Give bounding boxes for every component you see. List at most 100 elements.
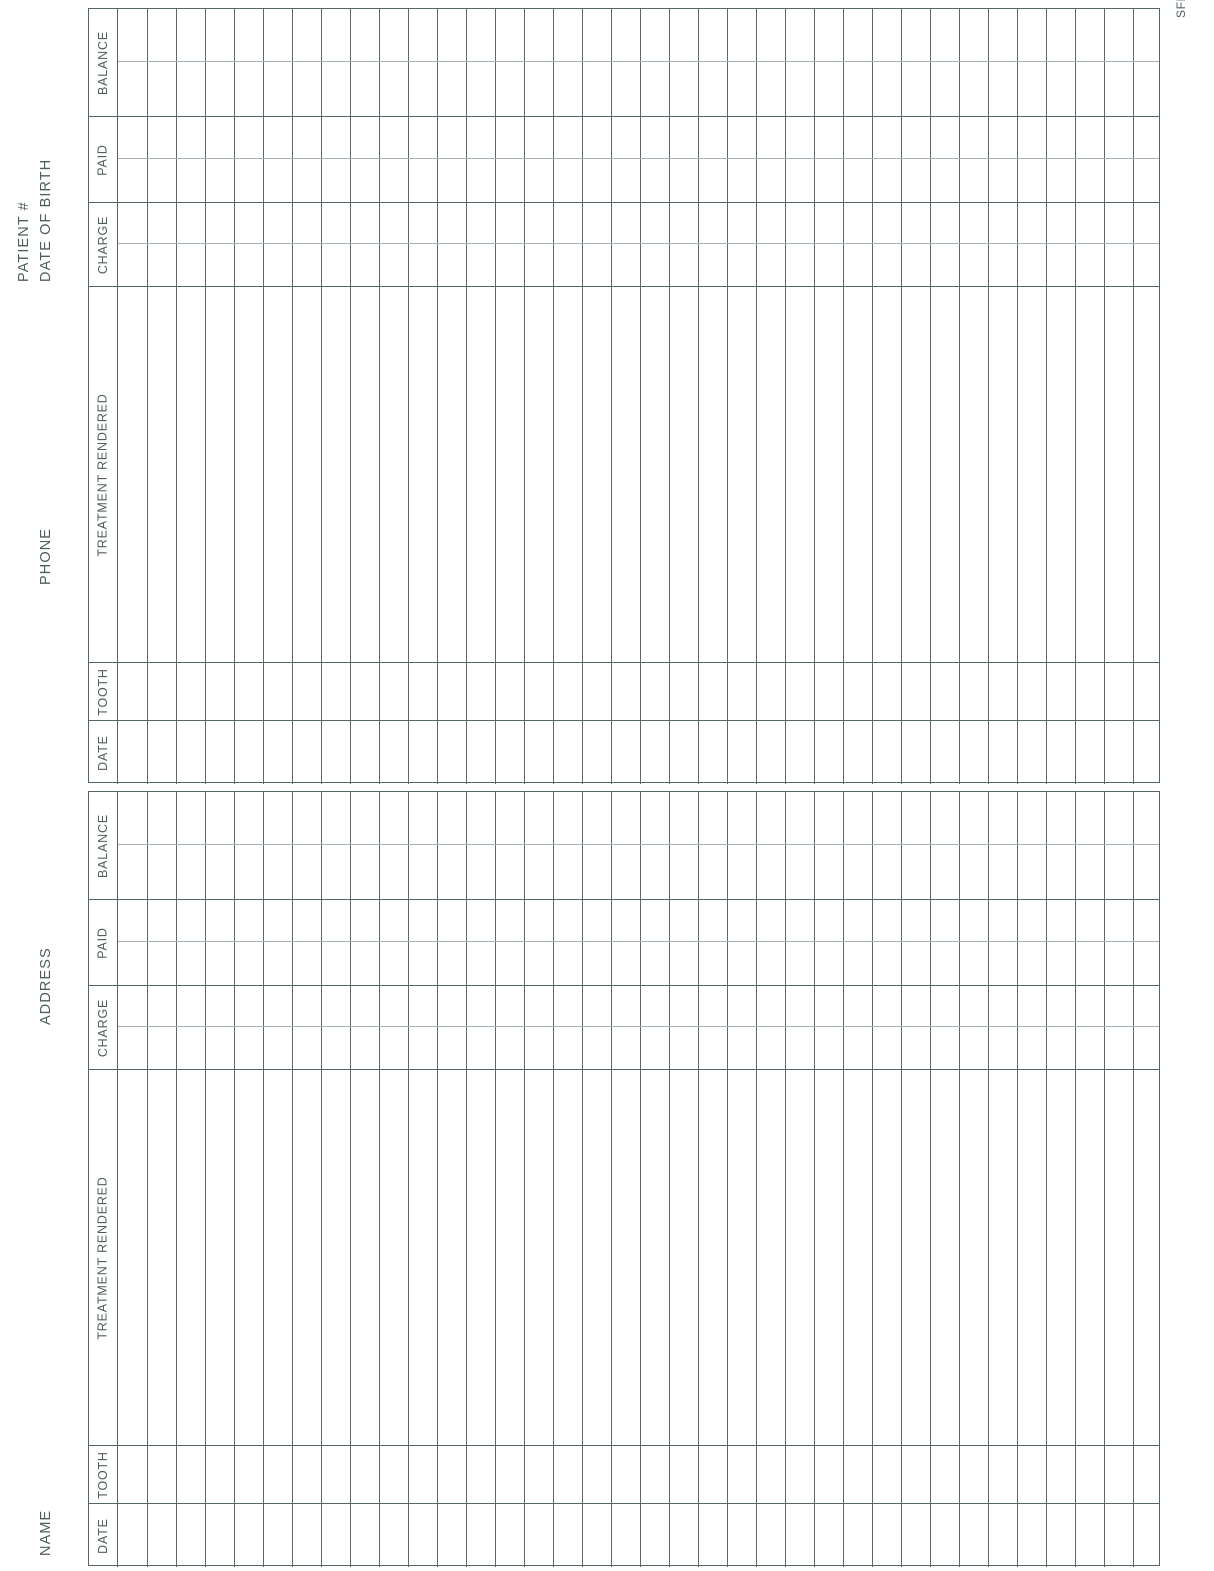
row-separator bbox=[292, 663, 294, 720]
row-separator bbox=[1104, 1446, 1106, 1503]
column-cells-balance[interactable] bbox=[118, 792, 1159, 899]
row-separator bbox=[669, 203, 671, 286]
row-separator bbox=[350, 986, 352, 1069]
row-separator bbox=[1104, 117, 1106, 202]
column-header-label: BALANCE bbox=[96, 30, 110, 95]
column-cells-date[interactable] bbox=[118, 721, 1159, 784]
column-header-treatment: TREATMENT RENDERED bbox=[89, 1070, 118, 1445]
row-separator bbox=[379, 792, 381, 899]
row-separator bbox=[321, 1504, 323, 1567]
row-separator bbox=[1133, 986, 1135, 1069]
row-separator bbox=[205, 721, 207, 784]
row-separator bbox=[495, 1070, 497, 1445]
row-separator bbox=[611, 792, 613, 899]
column-header-date: DATE bbox=[89, 721, 118, 784]
row-separator bbox=[756, 1070, 758, 1445]
row-separator bbox=[524, 203, 526, 286]
row-separator bbox=[1133, 203, 1135, 286]
row-separator bbox=[495, 1504, 497, 1567]
row-separator bbox=[437, 203, 439, 286]
row-separator bbox=[1046, 1446, 1048, 1503]
row-separator bbox=[843, 9, 845, 116]
row-separator bbox=[843, 986, 845, 1069]
row-separator bbox=[901, 9, 903, 116]
row-separator bbox=[901, 663, 903, 720]
row-separator bbox=[988, 1504, 990, 1567]
row-separator bbox=[611, 1446, 613, 1503]
column-cells-tooth[interactable] bbox=[118, 663, 1159, 720]
row-separator bbox=[205, 9, 207, 116]
row-separator bbox=[466, 663, 468, 720]
column-cells-tooth[interactable] bbox=[118, 1446, 1159, 1503]
row-separator bbox=[1046, 900, 1048, 985]
row-separator bbox=[1133, 721, 1135, 784]
row-separator bbox=[611, 1070, 613, 1445]
row-separator bbox=[553, 9, 555, 116]
row-separator bbox=[437, 9, 439, 116]
row-separator bbox=[843, 663, 845, 720]
column-cells-date[interactable] bbox=[118, 1504, 1159, 1567]
row-separator bbox=[901, 1446, 903, 1503]
row-separator bbox=[437, 721, 439, 784]
row-separator bbox=[1075, 1504, 1077, 1567]
column-band-treatment: TREATMENT RENDERED bbox=[89, 1070, 1159, 1446]
column-header-label: BALANCE bbox=[96, 813, 110, 878]
row-separator bbox=[640, 900, 642, 985]
column-cells-treatment[interactable] bbox=[118, 287, 1159, 662]
row-separator bbox=[1046, 1504, 1048, 1567]
row-separator bbox=[814, 792, 816, 899]
row-separator bbox=[379, 900, 381, 985]
row-separator bbox=[350, 1504, 352, 1567]
row-separator bbox=[698, 9, 700, 116]
column-cells-treatment[interactable] bbox=[118, 1070, 1159, 1445]
column-cells-paid[interactable] bbox=[118, 900, 1159, 985]
row-separator bbox=[408, 1070, 410, 1445]
row-separator bbox=[669, 1446, 671, 1503]
row-separator bbox=[553, 1504, 555, 1567]
column-cells-paid[interactable] bbox=[118, 117, 1159, 202]
row-separator bbox=[292, 203, 294, 286]
row-separator bbox=[1075, 663, 1077, 720]
row-separator bbox=[147, 663, 149, 720]
row-separator bbox=[582, 792, 584, 899]
row-separator bbox=[234, 1504, 236, 1567]
row-separator bbox=[756, 1504, 758, 1567]
row-separator bbox=[350, 9, 352, 116]
row-separator bbox=[350, 1446, 352, 1503]
row-separator bbox=[553, 721, 555, 784]
row-separator bbox=[234, 287, 236, 662]
row-separator bbox=[1104, 792, 1106, 899]
row-separator bbox=[727, 287, 729, 662]
row-separator bbox=[930, 1446, 932, 1503]
row-separator bbox=[379, 1504, 381, 1567]
row-separator bbox=[843, 287, 845, 662]
row-separator bbox=[959, 986, 961, 1069]
column-cells-charge[interactable] bbox=[118, 986, 1159, 1069]
row-separator bbox=[930, 287, 932, 662]
row-separator bbox=[1133, 1446, 1135, 1503]
row-separator bbox=[1017, 287, 1019, 662]
column-cells-balance[interactable] bbox=[118, 9, 1159, 116]
row-separator bbox=[640, 1070, 642, 1445]
row-separator bbox=[408, 900, 410, 985]
row-separator bbox=[1046, 117, 1048, 202]
row-separator bbox=[582, 117, 584, 202]
column-cells-charge[interactable] bbox=[118, 203, 1159, 286]
column-header-label: PAID bbox=[96, 926, 111, 959]
column-header-label: DATE bbox=[96, 1517, 110, 1554]
row-separator bbox=[234, 792, 236, 899]
row-separator bbox=[640, 203, 642, 286]
cents-separator bbox=[118, 243, 1159, 245]
row-separator bbox=[727, 900, 729, 985]
row-separator bbox=[437, 1446, 439, 1503]
row-separator bbox=[495, 721, 497, 784]
row-separator bbox=[640, 9, 642, 116]
row-separator bbox=[176, 287, 178, 662]
row-separator bbox=[524, 117, 526, 202]
row-separator bbox=[640, 117, 642, 202]
row-separator bbox=[1017, 1446, 1019, 1503]
row-separator bbox=[292, 1446, 294, 1503]
row-separator bbox=[814, 117, 816, 202]
row-separator bbox=[147, 203, 149, 286]
row-separator bbox=[872, 986, 874, 1069]
